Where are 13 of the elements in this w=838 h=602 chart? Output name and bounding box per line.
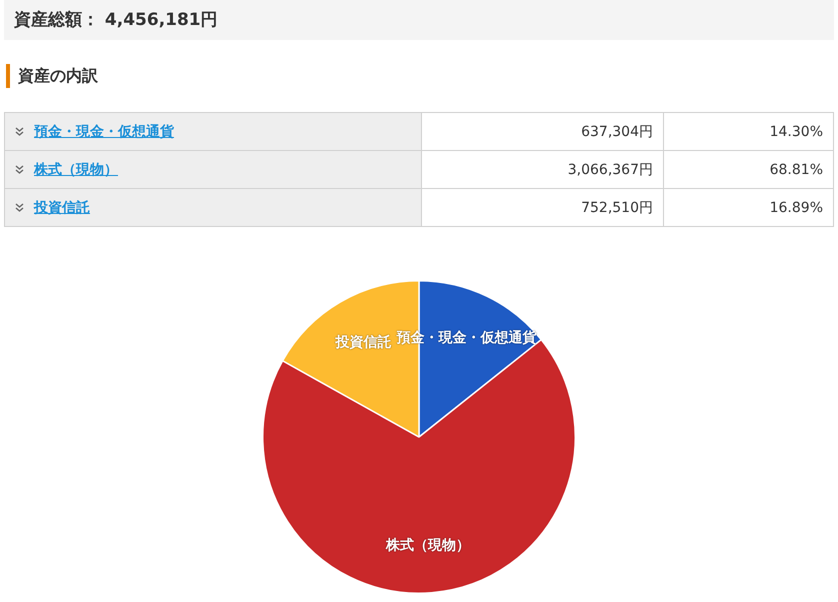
category-label: 投資信託 [34, 200, 90, 216]
category-label: 株式（現物） [34, 162, 118, 178]
slice-label: 株式（現物） [384, 538, 470, 554]
text: 14.30% [664, 112, 834, 150]
text: 16.89% [664, 188, 834, 226]
text: 752,510円 [422, 188, 664, 226]
text: 3,066,367円 [422, 150, 664, 188]
text: 資産総額： 4,456,181円 [4, 0, 834, 40]
text: 637,304円 [422, 112, 664, 150]
text: 資産の内訳 [6, 64, 98, 88]
slice-label: 投資信託 [334, 334, 392, 350]
text: 68.81% [664, 150, 834, 188]
category-label: 預金・現金・仮想通貨 [34, 124, 174, 140]
